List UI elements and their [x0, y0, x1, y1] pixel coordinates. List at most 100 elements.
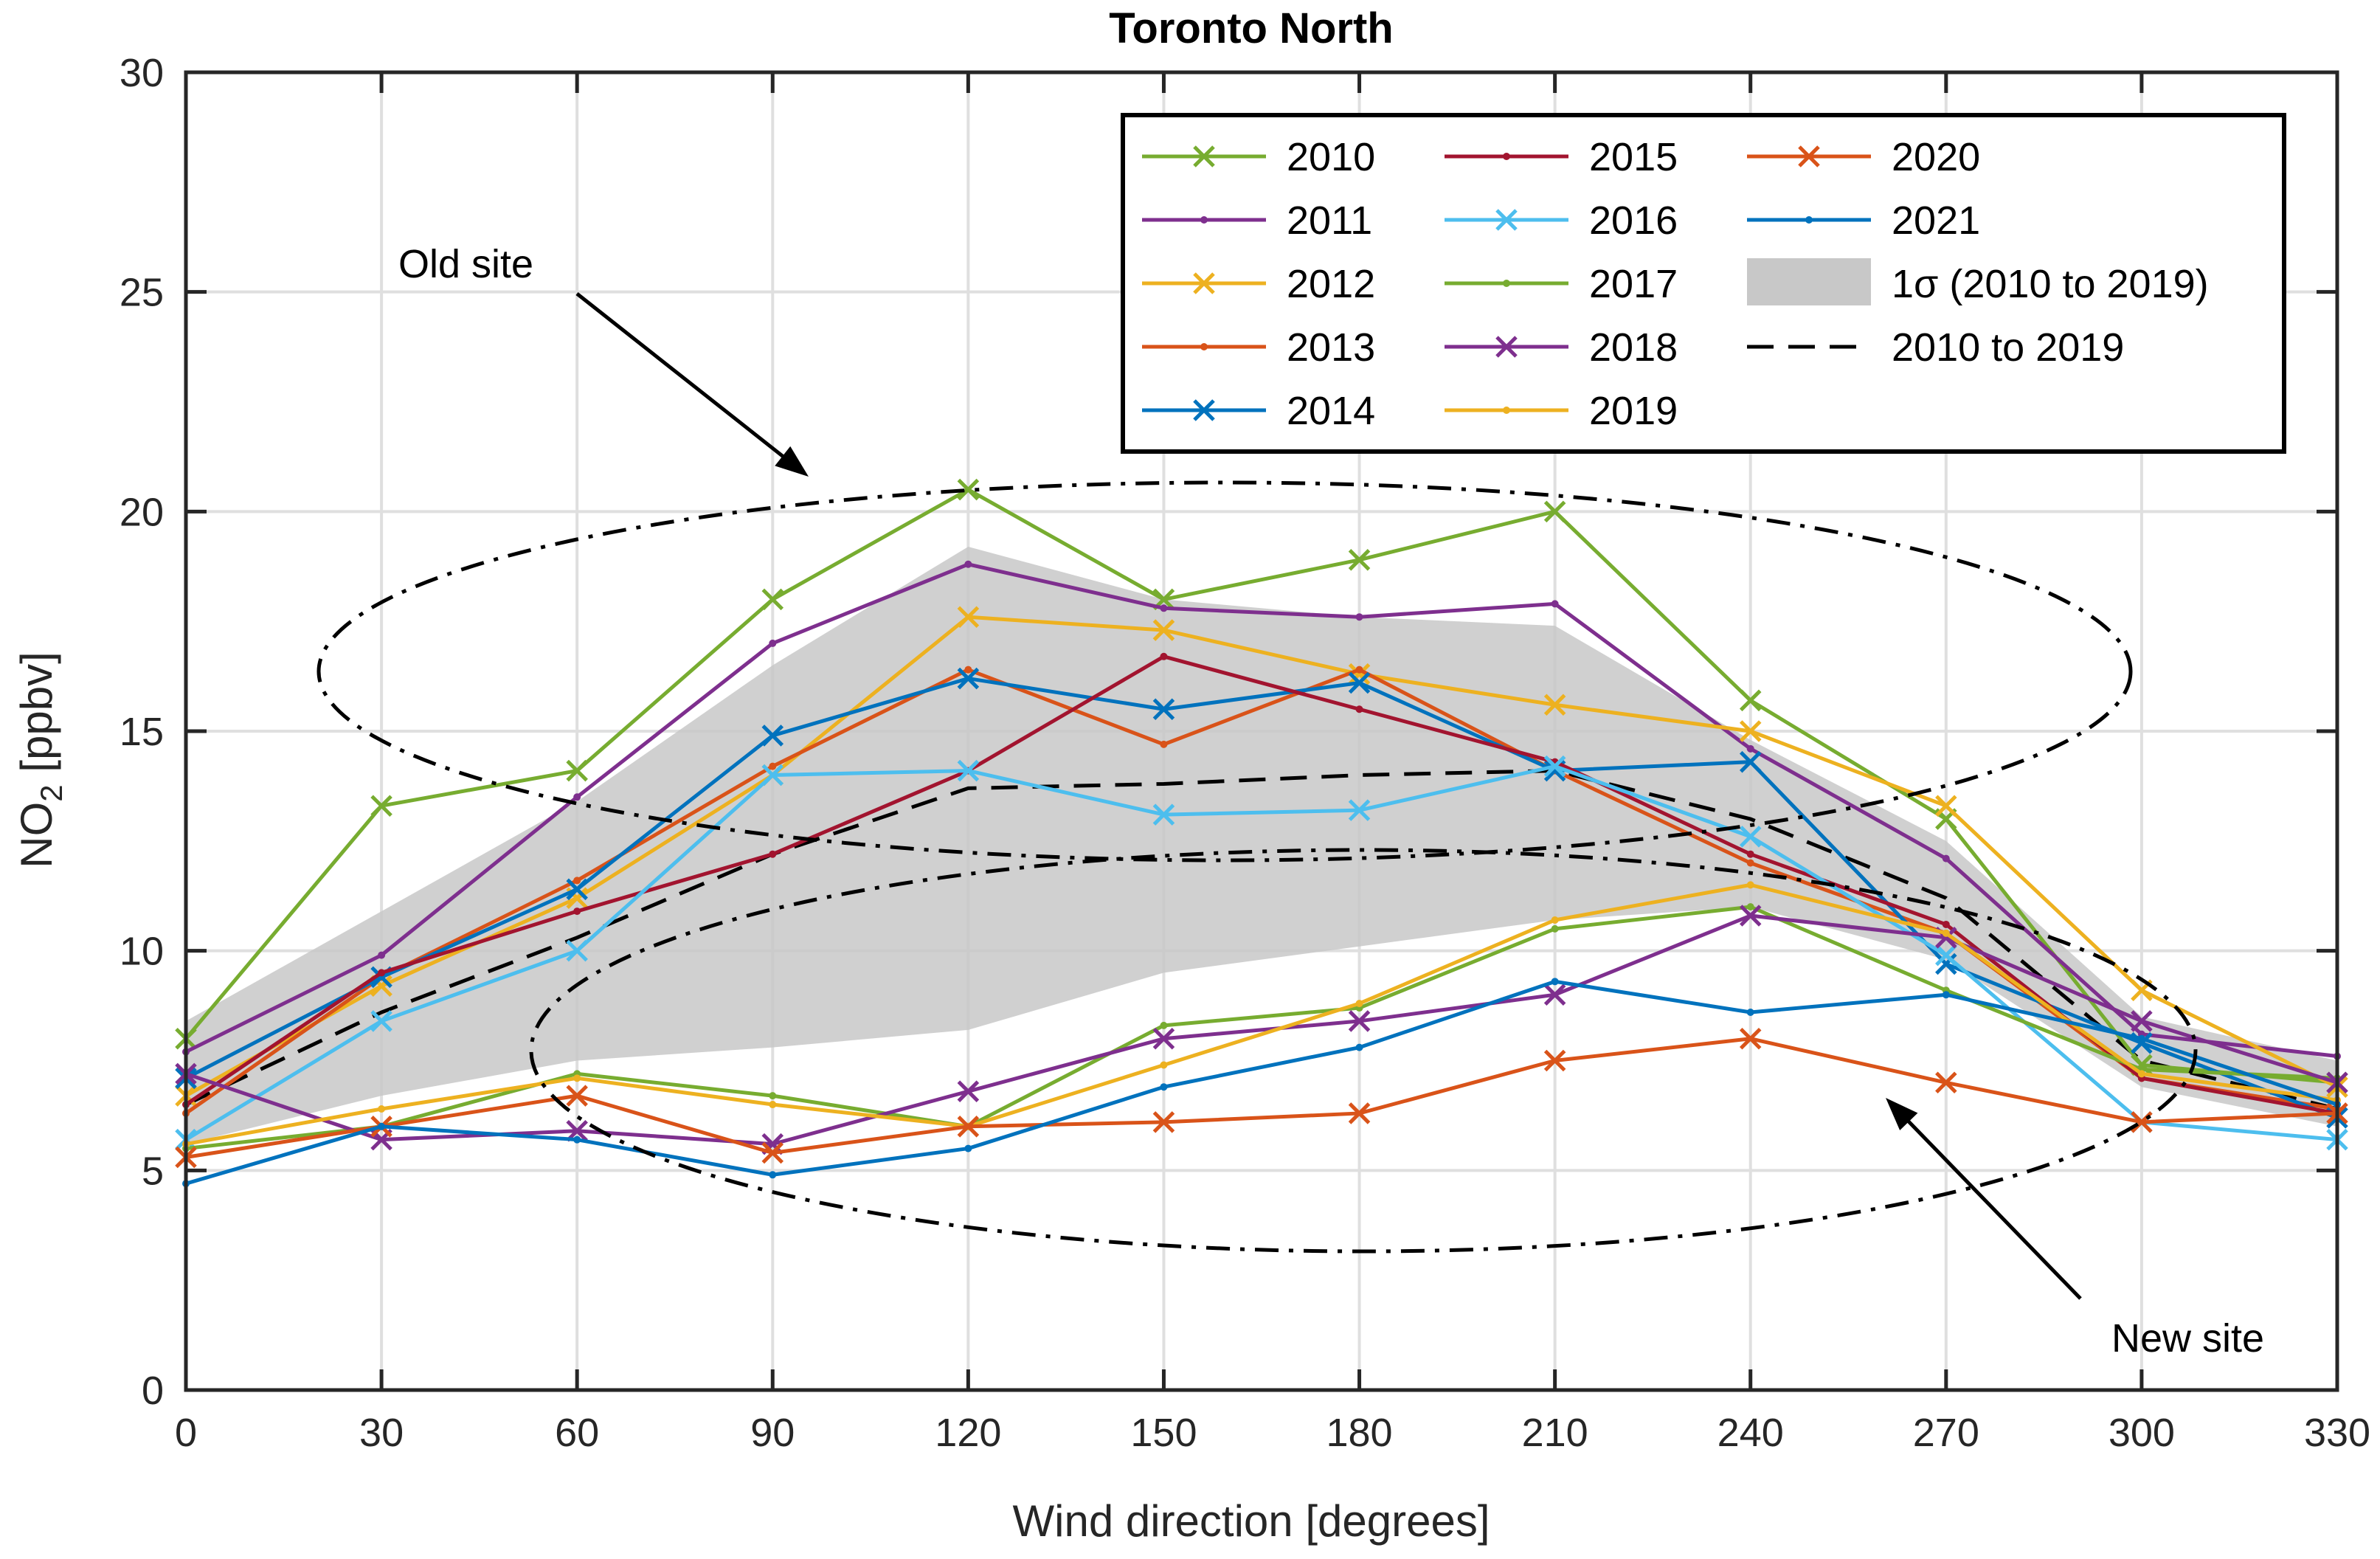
series-2018	[175, 905, 2348, 1155]
legend-swatch-sigma	[1747, 258, 1871, 305]
legend-entry-2014: 2014	[1142, 389, 1375, 433]
legend-label: 2020	[1892, 135, 1980, 179]
data-point-2017	[1746, 903, 1754, 911]
data-point-2011	[964, 560, 972, 568]
y-tick-label: 15	[120, 710, 164, 754]
data-point-2018	[1348, 1010, 1371, 1032]
data-point-2015	[769, 850, 777, 858]
data-point-2020	[1152, 1111, 1175, 1133]
legend-entry-2010: 2010	[1142, 135, 1375, 179]
series-2016	[175, 755, 2348, 1151]
legend-label: 2010 to 2019	[1892, 325, 2124, 370]
axes	[184, 70, 2339, 1392]
data-point-2021	[769, 1171, 777, 1179]
legend-marker	[1200, 216, 1208, 224]
tick-labels: 0 30 60 90 120 150 180 210 240 270 300 330051015202…	[120, 51, 2370, 1455]
x-tick-label: 330	[2304, 1411, 2370, 1455]
series-line-2018	[185, 913, 2338, 1147]
data-point-2013	[1355, 666, 1363, 674]
sigma-band-layer	[186, 546, 2337, 1144]
data-point-2017	[769, 1092, 777, 1100]
data-point-2021	[378, 1122, 386, 1130]
series-2020	[175, 1027, 2348, 1169]
data-point-2013	[1160, 740, 1168, 748]
data-point-2017	[1551, 924, 1559, 933]
old-site-ellipse	[316, 480, 2133, 863]
annotations: Old site New site	[398, 242, 2264, 1361]
data-point-2019	[1551, 916, 1559, 924]
y-tick-label: 30	[120, 51, 164, 95]
data-point-2019	[2137, 1070, 2145, 1078]
data-point-2011	[1160, 604, 1168, 612]
x-tick-label: 180	[1326, 1411, 1392, 1455]
legend-entry-2019: 2019	[1445, 389, 1678, 433]
legend-label: 2015	[1589, 135, 1678, 179]
data-point-2014	[1935, 953, 1957, 975]
y-axis-label-subscript: 2	[34, 784, 69, 801]
new-site-ellipse	[529, 848, 2198, 1254]
series-line-2016	[184, 764, 2338, 1142]
x-axis-label: Wind direction [degrees]	[1013, 1496, 1490, 1546]
legend-label: 1σ (2010 to 2019)	[1892, 262, 2209, 306]
old-site-arrow	[575, 292, 809, 477]
series-line-2020	[185, 1037, 2338, 1159]
legend-label: 2011	[1287, 198, 1372, 243]
data-point-2014	[566, 878, 588, 901]
data-point-2021	[1746, 1009, 1754, 1017]
legend-label: 2018	[1589, 325, 1678, 370]
legend-box	[1121, 113, 2286, 454]
legend-marker	[1805, 216, 1813, 224]
data-point-2012	[1543, 694, 1566, 716]
data-point-2010	[370, 795, 392, 817]
data-point-2016	[1152, 803, 1175, 826]
data-point-2012	[957, 606, 980, 628]
data-point-2015	[378, 969, 386, 977]
x-tick-label: 120	[935, 1411, 1001, 1455]
data-point-2016	[566, 939, 588, 962]
y-tick-label: 25	[120, 271, 164, 315]
data-point-2016	[370, 1010, 392, 1032]
data-point-2015	[1942, 920, 1950, 928]
data-point-2014	[1348, 671, 1371, 694]
data-point-2020	[761, 1141, 784, 1164]
data-point-2013	[573, 877, 581, 885]
legend-entry-2020: 2020	[1747, 135, 1980, 179]
series-line-2014	[184, 677, 2338, 1120]
x-tick-label: 240	[1717, 1411, 1784, 1455]
data-point-2020	[1348, 1102, 1371, 1124]
site-ellipses	[316, 292, 2198, 1300]
series-line-2010	[184, 488, 2338, 1085]
legend-entry-2017: 2017	[1445, 262, 1678, 306]
data-point-2014	[1152, 698, 1175, 721]
data-point-2019	[378, 1105, 386, 1113]
data-point-2011	[1551, 600, 1559, 608]
legend-label: 2014	[1287, 389, 1375, 433]
data-point-2016	[761, 764, 784, 787]
legend-marker	[1503, 280, 1510, 287]
data-point-2021	[2137, 1034, 2145, 1043]
data-point-2018	[1739, 905, 1762, 927]
data-point-2011	[1355, 613, 1363, 621]
x-tick-label: 270	[1913, 1411, 1979, 1455]
data-point-2013	[1746, 859, 1754, 867]
y-tick-label: 5	[142, 1149, 164, 1193]
data-point-2011	[1942, 854, 1950, 863]
legend-label: 2021	[1892, 198, 1980, 243]
mean-line-layer	[184, 769, 2338, 1111]
legend-label: 2019	[1589, 389, 1678, 433]
x-tick-label: 30	[359, 1411, 404, 1455]
data-point-2021	[1160, 1083, 1168, 1091]
data-point-2012	[1348, 663, 1371, 685]
data-point-2015	[1160, 652, 1168, 660]
legend-marker	[1193, 399, 1215, 421]
data-point-2020	[957, 1116, 980, 1138]
new-site-annotation: New site	[2111, 1316, 2264, 1361]
data-point-2021	[573, 1135, 581, 1144]
legend-entry-2015: 2015	[1445, 135, 1678, 179]
series-2014	[175, 667, 2348, 1129]
x-tick-label: 210	[1522, 1411, 1588, 1455]
data-point-2013	[964, 666, 972, 674]
legend-entry-mean: 2010 to 2019	[1747, 325, 2124, 370]
legend-entry-2013: 2013	[1142, 325, 1375, 370]
